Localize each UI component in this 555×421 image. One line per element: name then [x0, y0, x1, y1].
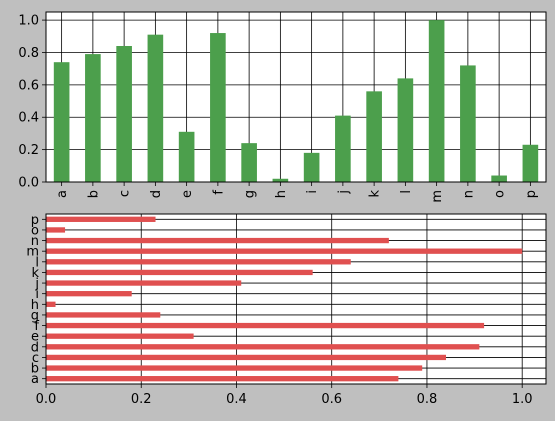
bottom-bar-k — [46, 269, 313, 276]
top-y-tick-label: 0.4 — [18, 111, 39, 126]
bottom-y-tick-label: i — [35, 287, 39, 302]
top-x-tick-label: a — [55, 190, 70, 198]
bottom-bar-b — [46, 365, 423, 371]
bottom-x-tick-label: 0.2 — [131, 392, 152, 407]
bottom-bar-i — [46, 291, 132, 297]
top-bar-a — [53, 62, 70, 182]
top-bar-j — [335, 115, 351, 182]
top-plot-frame — [45, 11, 547, 183]
top-ticks: 0.0 0.2 0.4 0.6 0.8 1.0 a b c d e f g h i j k l m n o p — [18, 14, 539, 203]
bottom-bar-e — [46, 333, 194, 339]
bottom-y-tick-label: f — [34, 319, 39, 334]
top-bar-n — [460, 65, 476, 182]
top-bar-g — [241, 143, 257, 182]
top-bar-k — [366, 91, 382, 182]
top-x-tick-label: g — [243, 190, 258, 198]
top-bar-b — [85, 54, 101, 182]
bottom-bar-d — [46, 344, 480, 350]
top-y-tick-label: 0.2 — [18, 143, 39, 158]
bottom-bars — [46, 216, 523, 382]
bottom-bar-m — [46, 248, 523, 254]
bottom-y-tick-label: o — [31, 223, 39, 238]
bottom-plot-frame — [45, 213, 547, 385]
top-bar-h — [272, 178, 289, 182]
bottom-bar-l — [46, 259, 351, 265]
bottom-bar-g — [46, 312, 161, 318]
bottom-y-tick-label: c — [32, 351, 39, 366]
bottom-bar-j — [46, 280, 242, 286]
top-bar-l — [397, 78, 414, 182]
top-bar-e — [178, 131, 195, 182]
bottom-y-tick-label: l — [35, 255, 39, 270]
bottom-y-tick-label: g — [31, 308, 39, 323]
bottom-bar-c — [46, 354, 446, 361]
bottom-y-tick-label: k — [31, 266, 39, 281]
top-x-tick-label: j — [336, 190, 351, 195]
top-x-tick-label: o — [493, 190, 508, 198]
top-x-tick-label: h — [274, 190, 289, 198]
top-x-tick-label: d — [149, 190, 164, 198]
bottom-y-tick-label: b — [31, 362, 39, 377]
top-y-tick-label: 0.0 — [18, 176, 39, 191]
top-x-tick-label: e — [180, 190, 195, 198]
top-bar-m — [428, 20, 445, 182]
top-y-tick-label: 0.6 — [18, 78, 39, 93]
top-bar-o — [491, 175, 507, 182]
top-bar-c — [116, 46, 132, 182]
top-x-tick-label: l — [399, 190, 414, 194]
bottom-bar-f — [46, 322, 485, 329]
top-bars — [53, 20, 539, 182]
bottom-bar-a — [46, 376, 399, 382]
top-x-tick-label: f — [211, 190, 226, 195]
top-bar-d — [147, 34, 164, 182]
top-x-tick-label: c — [118, 190, 133, 197]
bottom-x-tick-label: 1.0 — [512, 392, 533, 407]
bottom-y-tick-label: a — [31, 372, 39, 387]
bottom-y-tick-label: m — [26, 245, 39, 260]
bottom-x-tick-label: 0.6 — [321, 392, 342, 407]
top-x-tick-label: k — [368, 190, 383, 198]
bottom-y-tick-label: e — [31, 330, 39, 345]
top-y-tick-label: 0.8 — [18, 46, 39, 61]
top-bar-i — [303, 152, 320, 182]
top-x-tick-label: n — [461, 190, 476, 198]
bottom-x-tick-label: 0.8 — [417, 392, 438, 407]
top-x-tick-label: i — [305, 190, 320, 194]
bottom-x-tick-label: 0.4 — [226, 392, 247, 407]
bottom-y-tick-label: d — [31, 340, 39, 355]
top-x-tick-label: p — [524, 190, 539, 198]
top-y-tick-label: 1.0 — [18, 14, 39, 29]
top-x-tick-label: b — [86, 190, 101, 198]
vertical-bar-chart: 0.0 0.2 0.4 0.6 0.8 1.0 a b c d e f g h i j k l m n o p — [18, 11, 547, 203]
bottom-y-tick-label: j — [34, 277, 39, 292]
bottom-y-tick-label: n — [31, 234, 39, 249]
top-x-tick-label: m — [430, 190, 445, 203]
top-bar-p — [522, 144, 539, 182]
bottom-y-tick-label: p — [31, 213, 39, 228]
bottom-bar-n — [46, 237, 389, 244]
bottom-bar-o — [46, 227, 66, 233]
bottom-x-tick-label: 0.0 — [36, 392, 57, 407]
bottom-y-tick-label: h — [31, 298, 39, 313]
bottom-bar-h — [46, 301, 56, 307]
top-bar-f — [210, 33, 226, 182]
bottom-bar-p — [46, 216, 156, 222]
